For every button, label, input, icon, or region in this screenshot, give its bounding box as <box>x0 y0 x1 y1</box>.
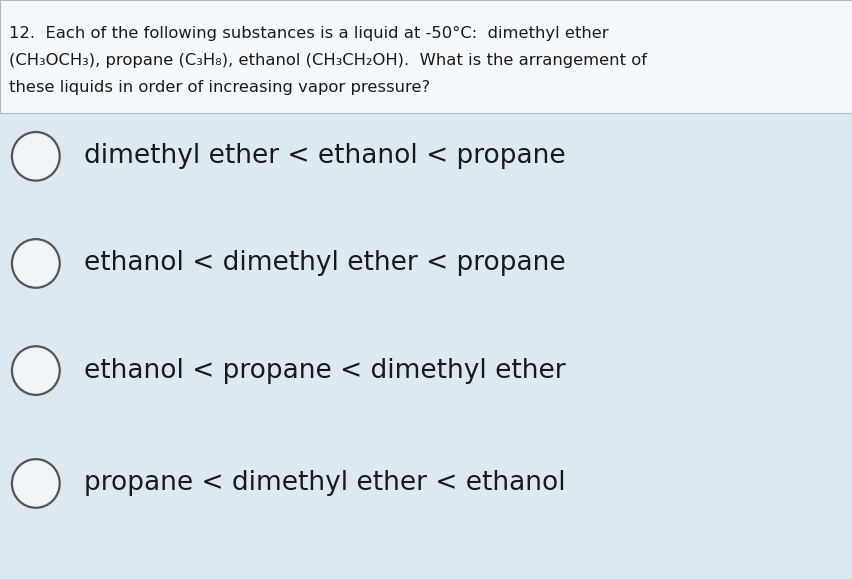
Text: these liquids in order of increasing vapor pressure?: these liquids in order of increasing vap… <box>9 80 429 95</box>
Text: dimethyl ether < ethanol < propane: dimethyl ether < ethanol < propane <box>83 144 565 169</box>
Text: ethanol < propane < dimethyl ether: ethanol < propane < dimethyl ether <box>83 358 565 383</box>
Ellipse shape <box>12 239 60 288</box>
Ellipse shape <box>12 346 60 395</box>
Ellipse shape <box>12 132 60 181</box>
Ellipse shape <box>12 459 60 508</box>
Text: 12.  Each of the following substances is a liquid at -50°C:  dimethyl ether: 12. Each of the following substances is … <box>9 26 607 41</box>
FancyBboxPatch shape <box>0 0 852 113</box>
Text: (CH₃OCH₃), propane (C₃H₈), ethanol (CH₃CH₂OH).  What is the arrangement of: (CH₃OCH₃), propane (C₃H₈), ethanol (CH₃C… <box>9 53 646 68</box>
Text: propane < dimethyl ether < ethanol: propane < dimethyl ether < ethanol <box>83 471 565 496</box>
Text: ethanol < dimethyl ether < propane: ethanol < dimethyl ether < propane <box>83 251 565 276</box>
